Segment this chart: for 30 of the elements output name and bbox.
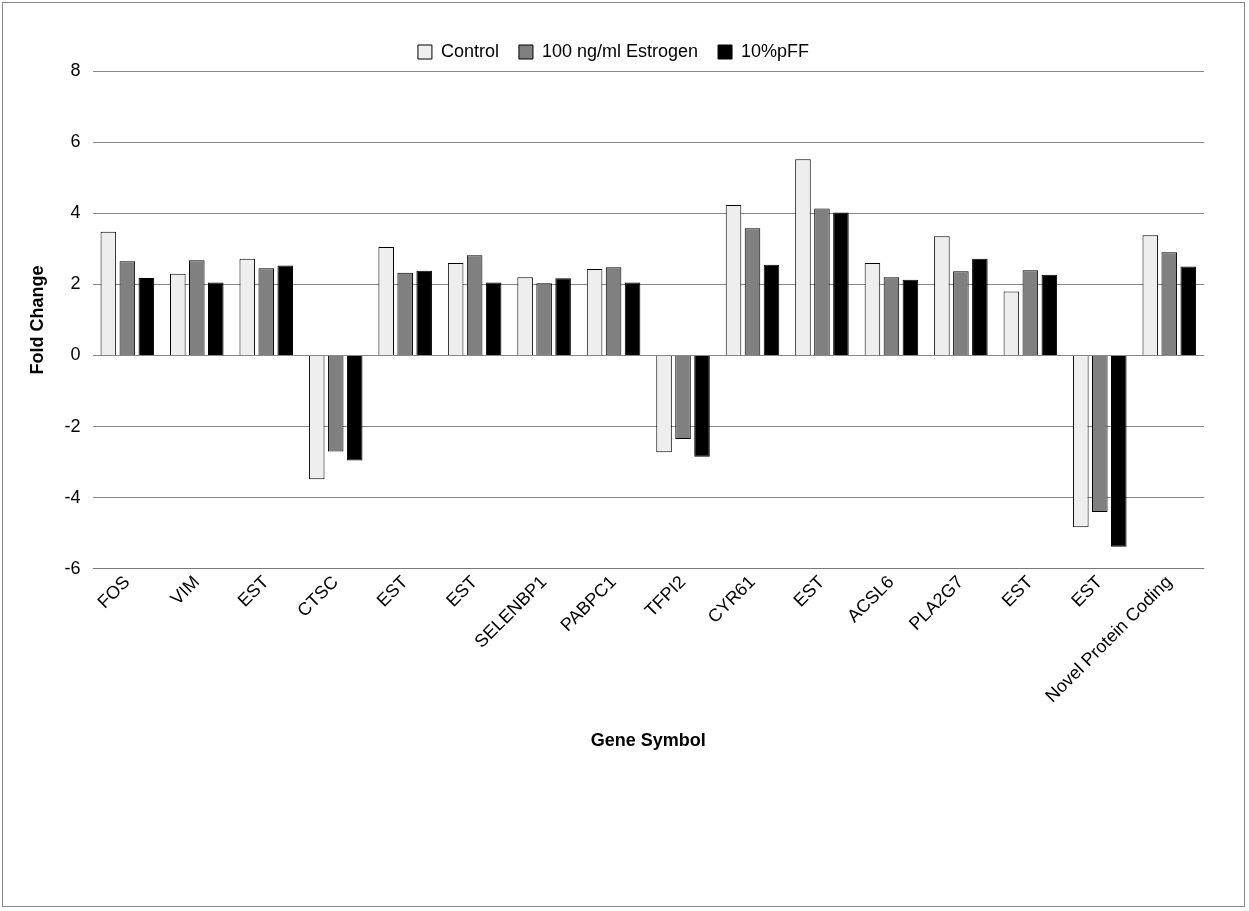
bar <box>833 212 849 355</box>
y-tick-label: 6 <box>70 131 81 152</box>
y-tick-label: -4 <box>64 486 81 507</box>
bar <box>138 277 155 355</box>
bar <box>555 278 571 355</box>
bar <box>972 258 988 355</box>
bar <box>624 282 641 355</box>
bar <box>277 265 294 355</box>
bar <box>346 355 363 461</box>
bar <box>485 282 502 355</box>
bar <box>1041 274 1058 355</box>
y-tick-label: 0 <box>70 344 81 365</box>
bar <box>902 279 919 355</box>
bar <box>763 264 780 355</box>
legend-label: 10%pFF <box>741 40 810 61</box>
bar <box>1180 266 1197 355</box>
y-tick-label: -2 <box>64 415 81 436</box>
x-tick-label: VIM <box>166 571 204 609</box>
bar <box>416 270 432 355</box>
bar <box>694 355 710 457</box>
y-axis-title: Fold Change <box>26 265 47 375</box>
bar <box>208 282 224 355</box>
x-axis-title: Gene Symbol <box>590 730 706 751</box>
bar <box>1111 355 1127 547</box>
y-tick-label: 4 <box>70 202 81 223</box>
legend-label: 100 ng/ml Estrogen <box>541 40 699 61</box>
y-tick-label: -6 <box>64 557 81 578</box>
y-tick-label: 2 <box>70 273 81 294</box>
legend-label: Control <box>440 40 499 61</box>
y-tick-label: 8 <box>70 59 81 80</box>
